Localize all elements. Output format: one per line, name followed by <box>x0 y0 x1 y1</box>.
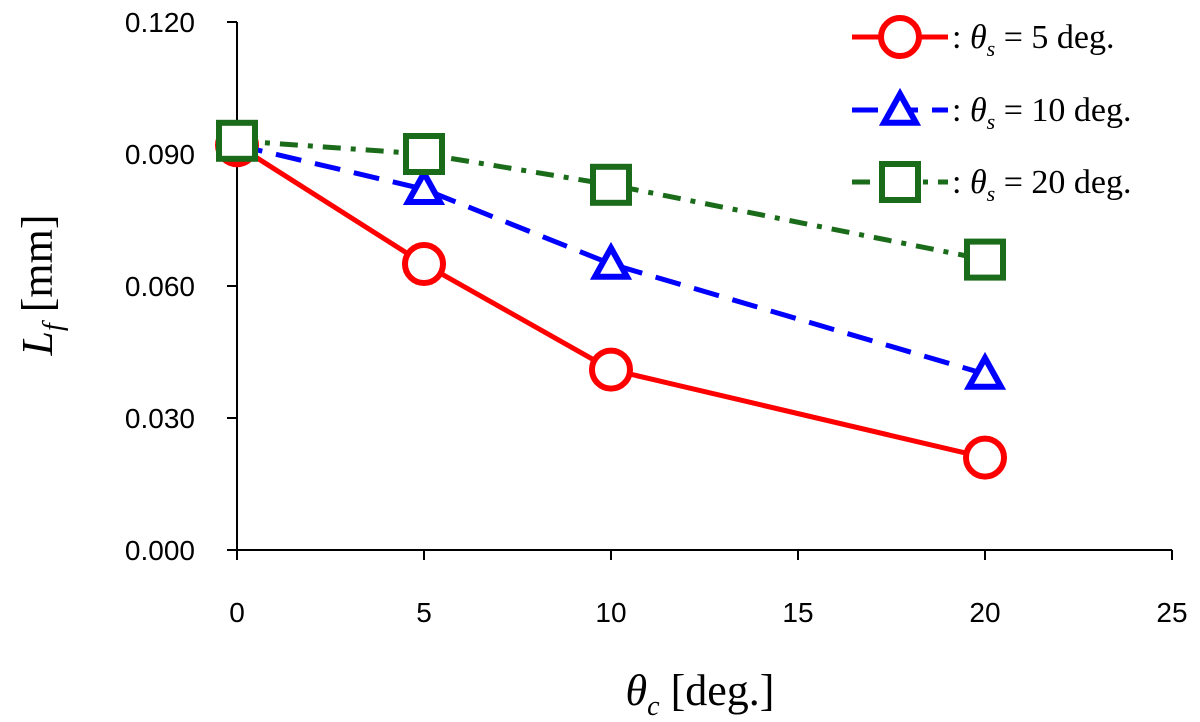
square-marker <box>403 133 445 175</box>
legend-label-symbol: θ <box>970 164 987 201</box>
legend-label-subscript: s <box>987 36 996 61</box>
y-axis-unit: [mm] <box>13 214 62 323</box>
legend-item-2: : θs = 10 deg. <box>852 87 1131 134</box>
y-axis-subscript: f <box>38 320 69 331</box>
y-axis-title: Lf [mm] <box>13 214 69 356</box>
y-tick-label: 0.060 <box>125 271 195 302</box>
square-marker <box>216 119 258 162</box>
y-tick-label: 0.090 <box>125 139 195 170</box>
y-axis-symbol: L <box>13 331 62 356</box>
square-marker <box>964 238 1006 281</box>
x-axis-subscript: c <box>647 691 660 722</box>
series-line <box>235 143 986 461</box>
y-ticks: 0.000 0.030 0.060 0.090 0.120 <box>125 7 237 566</box>
legend-label-suffix: = 10 deg. <box>995 92 1131 129</box>
legend-item-3: : θs = 20 deg. <box>852 161 1131 206</box>
circle-marker <box>402 242 446 286</box>
triangle-marker <box>963 351 1007 390</box>
x-tick-label: 0 <box>229 597 245 628</box>
x-tick-label: 15 <box>782 597 813 628</box>
series-3 <box>216 119 1006 281</box>
series-line <box>236 142 986 377</box>
legend-label-symbol: θ <box>970 19 987 56</box>
legend-label-subscript: s <box>987 181 996 206</box>
x-axis-unit: [deg.] <box>660 666 775 715</box>
legend-label-suffix: = 20 deg. <box>995 164 1131 201</box>
y-tick-label: 0.030 <box>125 403 195 434</box>
x-tick-label: 10 <box>595 597 626 628</box>
legend-label-subscript: s <box>987 109 996 134</box>
circle-marker <box>963 435 1007 480</box>
x-tick-label: 20 <box>969 597 1000 628</box>
y-tick-label: 0.000 <box>125 535 195 566</box>
legend: : θs = 5 deg.: θs = 10 deg.: θs = 20 deg… <box>852 15 1131 206</box>
legend-square-marker <box>879 161 921 203</box>
series-group <box>215 119 1007 480</box>
legend-circle-marker <box>878 15 922 59</box>
legend-label-symbol: θ <box>970 92 987 129</box>
legend-label-prefix: : <box>952 164 970 201</box>
legend-triangle-marker <box>878 87 922 126</box>
legend-label-prefix: : <box>952 92 970 129</box>
legend-label-prefix: : <box>952 19 970 56</box>
legend-label-suffix: = 5 deg. <box>995 19 1114 56</box>
square-marker <box>590 163 632 206</box>
x-tick-label: 5 <box>416 597 432 628</box>
x-ticks: 0 5 10 15 20 25 <box>229 550 1188 628</box>
legend-label: : θs = 5 deg. <box>952 19 1114 61</box>
legend-label: : θs = 20 deg. <box>952 164 1131 206</box>
triangle-marker <box>402 167 446 205</box>
triangle-marker <box>589 241 633 280</box>
legend-item-1: : θs = 5 deg. <box>852 15 1114 61</box>
x-axis-title: θc [deg.] <box>626 666 775 722</box>
y-tick-label: 0.120 <box>125 7 195 38</box>
legend-label: : θs = 10 deg. <box>952 92 1131 134</box>
x-tick-label: 25 <box>1156 597 1187 628</box>
series-1 <box>215 123 1007 480</box>
circle-marker <box>589 347 633 392</box>
series-line <box>236 138 986 263</box>
x-axis-symbol: θ <box>626 666 648 715</box>
